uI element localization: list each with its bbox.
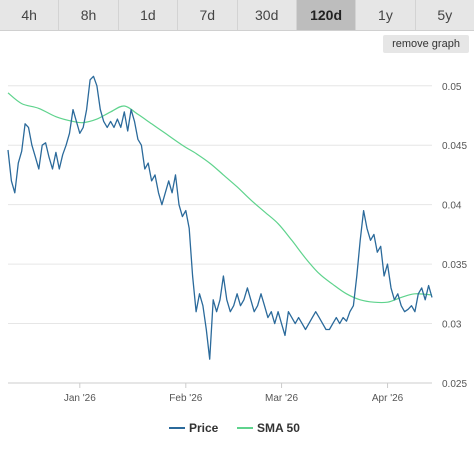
tab-7d[interactable]: 7d: [178, 0, 238, 30]
legend-label: Price: [189, 421, 219, 435]
y-tick-label: 0.04: [442, 201, 462, 212]
y-axis-ticks: 0.05 0.045 0.04 0.035 0.03 0.025: [442, 82, 467, 390]
x-tick-label: Feb '26: [169, 393, 202, 404]
remove-graph-button[interactable]: remove graph: [383, 35, 469, 53]
x-axis-ticks: Jan '26 Feb '26 Mar '26 Apr '26: [64, 383, 404, 404]
series-lines: [7, 75, 433, 360]
x-tick-label: Mar '26: [265, 393, 298, 404]
y-tick-label: 0.05: [442, 82, 462, 93]
tab-5y[interactable]: 5y: [437, 7, 453, 23]
y-tick-label: 0.03: [442, 320, 462, 331]
x-tick-label: Jan '26: [64, 393, 96, 404]
tab-30d[interactable]: 30d: [238, 0, 297, 30]
tab-8h[interactable]: 8h: [59, 0, 119, 30]
tab-1d[interactable]: 1d: [119, 0, 179, 30]
y-tick-label: 0.025: [442, 379, 467, 390]
price-series-line: [7, 75, 433, 360]
tab-4h[interactable]: 4h: [0, 0, 60, 30]
tab-1y[interactable]: 1y: [356, 0, 416, 30]
legend-label: SMA 50: [257, 421, 300, 435]
legend-item-price[interactable]: Price: [169, 421, 219, 435]
grid-lines: [8, 85, 432, 384]
legend-item-sma-50[interactable]: SMA 50: [237, 421, 300, 435]
y-tick-label: 0.045: [442, 141, 467, 152]
sma-50-series-line: [7, 92, 433, 304]
tab-120d[interactable]: 120d: [296, 0, 357, 30]
timeframe-tabs: 4h 8h 1d 7d 30d 120d 1y 5y: [0, 0, 474, 31]
y-tick-label: 0.035: [442, 260, 467, 271]
legend: Price SMA 50: [169, 421, 300, 435]
x-tick-label: Apr '26: [372, 393, 404, 404]
